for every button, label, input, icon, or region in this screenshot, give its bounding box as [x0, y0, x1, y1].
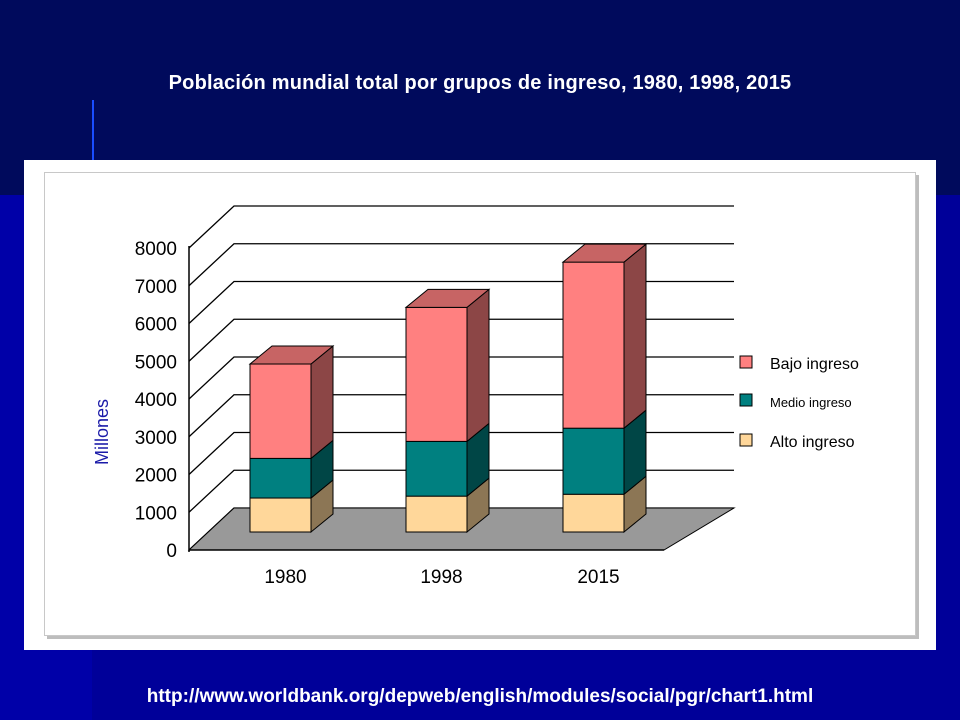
bar-segment: [562, 261, 625, 429]
legend-swatch: [739, 355, 753, 369]
legend-swatch: [739, 433, 753, 447]
bar-top: [404, 288, 491, 308]
y-tick-label: 4000: [135, 390, 177, 411]
bar-top: [561, 243, 648, 263]
page-title: Población mundial total por grupos de in…: [168, 72, 792, 94]
bar-top: [248, 345, 335, 365]
y-tick-label: 6000: [135, 315, 177, 336]
bar-segment-side: [310, 344, 334, 460]
accent-line: [92, 100, 94, 160]
bar-segment: [405, 440, 468, 497]
legend-label: Alto ingreso: [770, 434, 855, 451]
bar-segment: [562, 427, 625, 495]
legend-label: Bajo ingreso: [770, 356, 859, 373]
x-tick-label: 2015: [577, 567, 619, 588]
source-url[interactable]: http://www.worldbank.org/depweb/english/…: [146, 686, 814, 707]
y-axis-label: Millones: [92, 399, 112, 465]
bar-segment-side: [466, 288, 490, 443]
gridline: [188, 243, 734, 287]
legend-swatch: [739, 393, 753, 407]
bar-segment: [249, 497, 312, 533]
y-tick-label: 1000: [135, 503, 177, 524]
x-tick-label: 1980: [264, 567, 306, 588]
y-tick-label: 8000: [135, 239, 177, 260]
y-tick-label: 3000: [135, 428, 177, 449]
y-tick-label: 7000: [135, 277, 177, 298]
y-tick-label: 5000: [135, 352, 177, 373]
chart-panel: 0 1000 2000 3000 4000 5000 6000 7000 8000 Millone…: [24, 160, 936, 650]
x-tick-label: 1998: [420, 567, 462, 588]
y-tick-label: 0: [166, 541, 177, 562]
legend-label: Medio ingreso: [770, 395, 852, 410]
bar-segment: [249, 457, 312, 499]
bar-segment: [405, 495, 468, 533]
chart: 0 1000 2000 3000 4000 5000 6000 7000 8000 Millone…: [92, 205, 859, 588]
y-tick-label: 2000: [135, 466, 177, 487]
bar-segment: [249, 363, 312, 459]
bar-segment-side: [623, 243, 647, 430]
gridline: [188, 205, 734, 249]
bar-segment: [405, 306, 468, 442]
bar-segment: [562, 493, 625, 533]
